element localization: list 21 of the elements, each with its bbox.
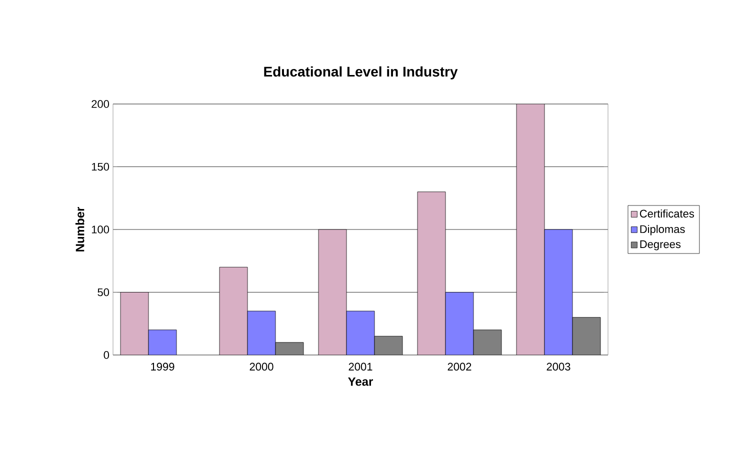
y-tick-label: 200 bbox=[92, 100, 110, 108]
legend-label: Degrees bbox=[640, 240, 681, 250]
bar bbox=[417, 192, 446, 355]
x-tick-label: 2003 bbox=[546, 362, 570, 371]
legend-label: Diplomas bbox=[640, 224, 685, 236]
y-axis-title: Number bbox=[75, 207, 84, 252]
x-tick-label: 1999 bbox=[151, 362, 174, 371]
bar bbox=[516, 104, 545, 355]
bar bbox=[219, 266, 248, 355]
bar bbox=[318, 229, 347, 355]
x-tick-label: 2002 bbox=[448, 362, 472, 371]
x-tick-label: 2001 bbox=[348, 362, 372, 371]
y-tick-label: 0 bbox=[104, 351, 110, 359]
y-tick-label: 50 bbox=[98, 288, 110, 296]
x-axis-title: Year bbox=[348, 377, 373, 386]
chart-title: Educational Level in Industry bbox=[264, 66, 458, 80]
y-tick-label: 150 bbox=[92, 162, 110, 171]
x-tick-label: 2000 bbox=[250, 362, 274, 371]
legend-label: Certificates bbox=[640, 209, 694, 218]
y-tick-label: 100 bbox=[92, 226, 110, 234]
bar bbox=[120, 292, 149, 355]
